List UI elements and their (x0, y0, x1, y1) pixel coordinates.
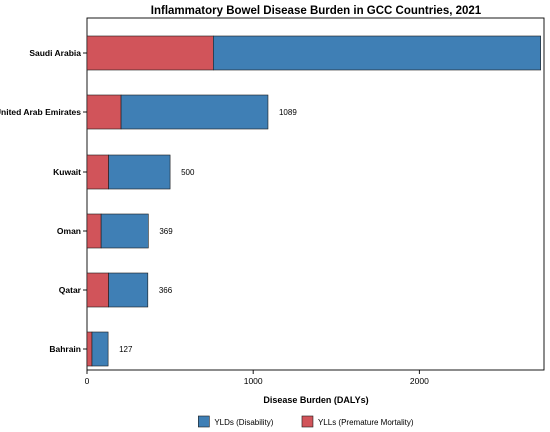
x-axis-ticks: 0 1000 2000 (85, 370, 429, 386)
x-axis-label: Disease Burden (DALYs) (263, 395, 368, 405)
legend-label: YLLs (Premature Mortality) (318, 418, 414, 427)
value-label: 500 (181, 168, 195, 177)
bar-segment-ylds (108, 272, 149, 308)
bar-segment-ylds (120, 94, 269, 130)
x-tick-label: 1000 (244, 376, 263, 386)
bar-segment-ylds (212, 35, 541, 71)
category-label: Bahrain (49, 344, 81, 354)
bar-segment-ylds (108, 154, 171, 190)
legend-swatch (301, 415, 314, 428)
bar-segment-ylls (86, 213, 102, 249)
category-label: Saudi Arabia (29, 48, 81, 58)
chart-title: Inflammatory Bowel Disease Burden in GCC… (151, 5, 482, 17)
bar-segment-ylls (86, 94, 122, 130)
x-tick-label: 0 (85, 376, 90, 386)
legend: YLDs (Disability) YLLs (Premature Mortali… (198, 415, 414, 428)
category-labels: Saudi Arabia United Arab Emirates Kuwait Om… (0, 48, 87, 354)
bar-segment-ylls (86, 35, 214, 71)
plot-area-border (86, 17, 545, 371)
x-tick-label: 2000 (410, 376, 429, 386)
legend-swatch (198, 415, 210, 428)
bar-segment-ylds (91, 331, 109, 367)
category-label: United Arab Emirates (0, 107, 81, 117)
bar-segment-ylds (100, 213, 149, 249)
value-label: 1089 (279, 108, 297, 117)
value-label: 127 (119, 345, 133, 354)
value-label: 369 (159, 227, 173, 236)
legend-label: YLDs (Disability) (214, 418, 273, 427)
category-label: Qatar (59, 285, 82, 295)
category-label: Kuwait (53, 167, 81, 177)
value-labels: 1089 500 369 366 127 (119, 108, 297, 354)
value-label: 366 (159, 286, 173, 295)
bar-segment-ylls (86, 272, 109, 308)
bar-segment-ylls (86, 154, 109, 190)
category-label: Oman (57, 226, 81, 236)
bars (86, 35, 541, 367)
bar-segment-ylls (86, 331, 93, 367)
